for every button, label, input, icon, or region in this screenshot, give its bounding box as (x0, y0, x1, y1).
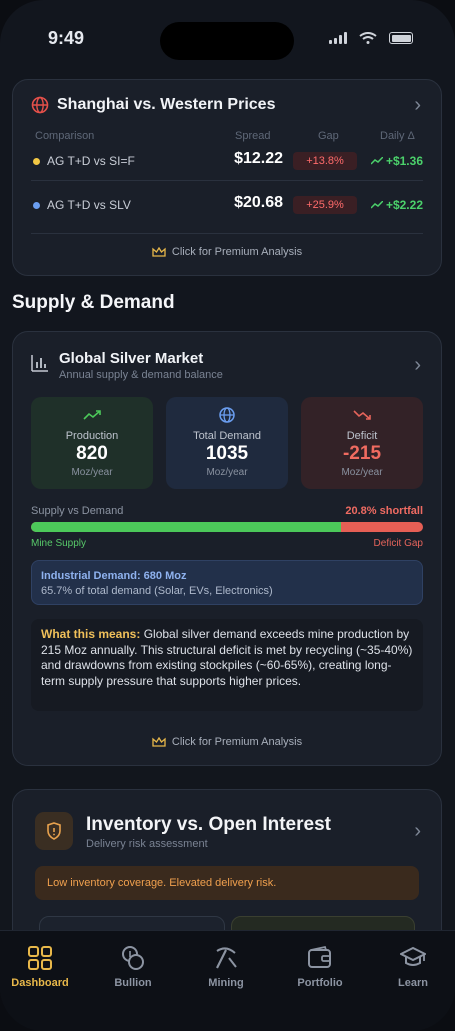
premium-analysis-link[interactable]: Click for Premium Analysis (13, 736, 441, 748)
card-subtitle: Annual supply & demand balance (59, 369, 223, 381)
trend-up-icon (83, 410, 101, 420)
table-row[interactable]: AG T+D vs SI=F $12.22 +13.8% +$1.36 (31, 140, 423, 184)
row-daily: +$1.36 (370, 154, 423, 168)
risk-warning: Low inventory coverage. Elevated deliver… (35, 866, 419, 900)
row-gap: +13.8% (293, 152, 357, 170)
total-demand-stat: Total Demand 1035 Moz/year (166, 397, 288, 489)
industrial-demand-subtitle: 65.7% of total demand (Solar, EVs, Elect… (41, 585, 273, 597)
crown-icon (152, 247, 166, 257)
row-daily-value: +$1.36 (385, 154, 423, 168)
tab-label: Dashboard (11, 977, 69, 989)
dynamic-island (160, 22, 294, 60)
col-comparison: Comparison (35, 130, 95, 142)
tab-label: Mining (208, 977, 244, 989)
premium-label: Click for Premium Analysis (171, 246, 303, 258)
tab-learn[interactable]: Learn (368, 945, 455, 989)
stat-unit: Moz/year (71, 467, 113, 478)
tab-label: Portfolio (297, 977, 343, 989)
globe-icon (219, 407, 235, 423)
supply-fill (31, 522, 342, 532)
shortfall-value: 20.8% shortfall (345, 505, 423, 517)
production-stat: Production 820 Moz/year (31, 397, 153, 489)
row-daily-value: +$2.22 (385, 198, 423, 212)
card-title: Inventory vs. Open Interest (86, 814, 331, 835)
premium-label: Click for Premium Analysis (171, 736, 303, 748)
row-label: AG T+D vs SI=F (47, 154, 135, 168)
coins-icon (122, 946, 144, 970)
supply-demand-label: Supply vs Demand (31, 505, 124, 517)
crown-icon (152, 737, 166, 747)
bar-chart-icon (31, 355, 48, 372)
col-daily: Daily Δ (380, 130, 415, 142)
globe-icon (31, 96, 49, 114)
stat-value: -215 (342, 443, 382, 464)
tab-bar: Dashboard Bullion Mining Port (0, 930, 455, 1031)
stat-unit: Moz/year (206, 467, 248, 478)
tab-portfolio[interactable]: Portfolio (275, 945, 365, 989)
row-spread: $20.68 (234, 194, 283, 211)
chevron-right-icon[interactable]: › (414, 820, 421, 842)
card-title: Shanghai vs. Western Prices (57, 96, 276, 113)
divider (31, 233, 423, 234)
trend-up-icon (370, 156, 384, 165)
col-spread: Spread (235, 130, 271, 142)
explanation-key: What this means: (41, 627, 141, 641)
battery-icon (389, 32, 413, 44)
card-subtitle: Delivery risk assessment (86, 838, 208, 850)
tab-label: Learn (398, 977, 428, 989)
industrial-demand-box: Industrial Demand: 680 Moz 65.7% of tota… (31, 560, 423, 605)
stat-value: 1035 (205, 443, 249, 464)
section-title: Supply & Demand (12, 292, 175, 313)
tab-mining[interactable]: Mining (181, 945, 271, 989)
status-bar: 9:49 (0, 22, 455, 60)
stat-label: Production (65, 430, 119, 442)
tab-label: Bullion (114, 977, 152, 989)
shanghai-prices-card[interactable]: Shanghai vs. Western Prices › Comparison… (12, 79, 442, 276)
global-silver-market-card[interactable]: Global Silver Market Annual supply & dem… (12, 331, 442, 766)
wallet-icon (308, 945, 331, 968)
stat-value: 820 (76, 443, 108, 464)
row-gap: +25.9% (293, 196, 357, 214)
trend-down-icon (353, 410, 371, 420)
pickaxe-icon (216, 947, 237, 969)
status-time: 9:49 (48, 28, 85, 48)
stat-label: Total Demand (193, 430, 261, 442)
series-dot (33, 158, 40, 165)
trend-up-icon (370, 200, 384, 209)
premium-analysis-link[interactable]: Click for Premium Analysis (13, 246, 441, 258)
card-title: Global Silver Market (59, 350, 204, 367)
table-row[interactable]: AG T+D vs SLV $20.68 +25.9% +$2.22 (31, 184, 423, 228)
wifi-icon (359, 32, 377, 44)
row-daily: +$2.22 (370, 198, 423, 212)
tab-dashboard[interactable]: Dashboard (0, 945, 85, 989)
divider (31, 180, 423, 181)
card-header: Shanghai vs. Western Prices (31, 96, 275, 114)
row-spread: $12.22 (234, 150, 283, 167)
tab-bullion[interactable]: Bullion (88, 945, 178, 989)
stat-label: Deficit (346, 430, 378, 442)
table-header: Comparison Spread Gap Daily Δ (35, 130, 423, 144)
explanation-box: What this means: Global silver demand ex… (31, 619, 423, 711)
col-gap: Gap (318, 130, 339, 142)
chevron-right-icon[interactable]: › (414, 94, 421, 116)
signal-icon (329, 32, 347, 44)
status-icons (329, 32, 413, 44)
deficit-gap-label: Deficit Gap (373, 538, 423, 549)
deficit-stat: Deficit -215 Moz/year (301, 397, 423, 489)
industrial-demand-title: Industrial Demand: 680 Moz (41, 570, 187, 582)
explanation-text: Global silver demand exceeds mine produc… (41, 627, 413, 688)
mine-supply-label: Mine Supply (31, 538, 87, 549)
dashboard-icon (28, 946, 52, 970)
supply-demand-bar (31, 522, 423, 532)
series-dot (33, 202, 40, 209)
graduation-cap-icon (400, 946, 426, 966)
row-label: AG T+D vs SLV (47, 198, 131, 212)
shield-icon (47, 822, 61, 840)
inventory-open-interest-card[interactable]: Inventory vs. Open Interest Delivery ris… (12, 789, 442, 956)
stat-unit: Moz/year (341, 467, 383, 478)
shield-icon-box (35, 812, 73, 850)
chevron-right-icon[interactable]: › (414, 354, 421, 376)
